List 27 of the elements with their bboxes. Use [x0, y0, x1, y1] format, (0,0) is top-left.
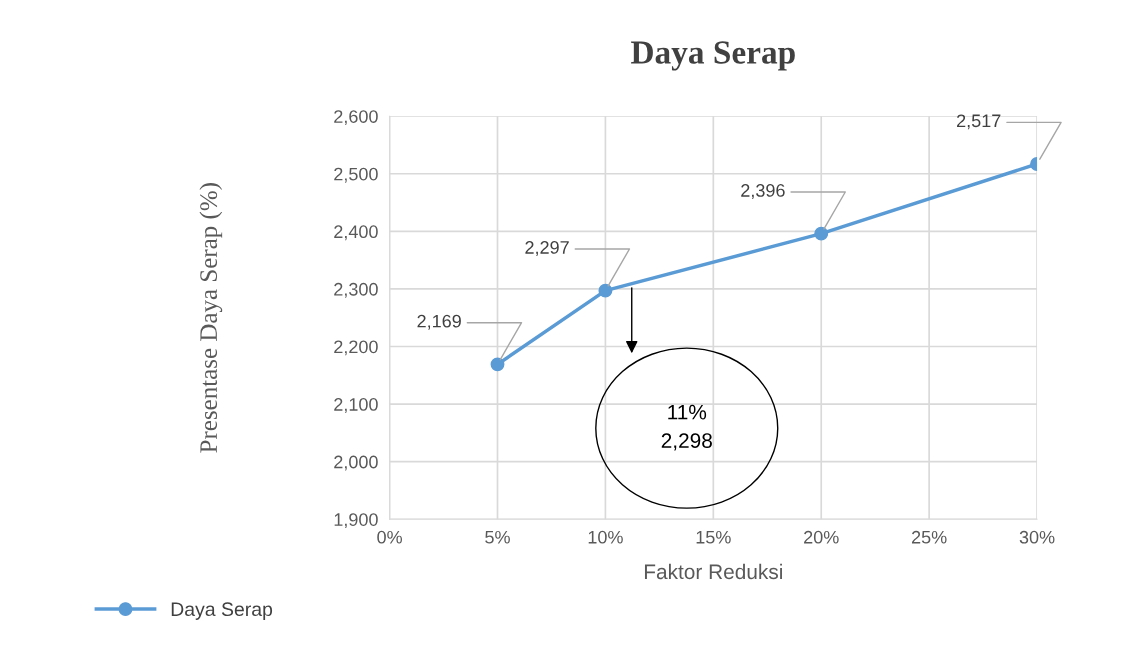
x-tick-label: 5%: [485, 530, 510, 544]
chart-title: Daya Serap: [631, 41, 795, 71]
y-tick-label: 2,200: [334, 340, 378, 356]
y-tick-label: 2,600: [334, 110, 378, 126]
point: [598, 283, 613, 298]
data-label: 2,517: [957, 114, 1001, 130]
x-tick-label: 30%: [1019, 530, 1055, 544]
x-tick-label: 10%: [588, 530, 623, 544]
y-tick-label: 1,900: [334, 513, 378, 529]
legend-label: Daya Serap: [171, 602, 273, 620]
y-tick-label: 2,300: [334, 282, 378, 298]
y-tick-label: 2,400: [334, 225, 378, 241]
x-tick-label: 0%: [377, 530, 402, 544]
data-label: 2,297: [525, 241, 569, 256]
point: [814, 226, 829, 241]
data-label: 2,169: [417, 314, 461, 330]
x-tick-label: 15%: [696, 530, 731, 544]
x-tick-label: 20%: [804, 530, 839, 544]
y-tick-label: 2,000: [334, 455, 378, 471]
annotation: 11% 2,298: [661, 404, 712, 451]
x-axis-title: Faktor Reduksi: [644, 563, 782, 580]
y-axis-title: Presentase Daya Serap (%): [199, 183, 223, 453]
x-tick-label: 25%: [911, 530, 947, 544]
data-label: 2,396: [741, 184, 785, 199]
y-tick-label: 2,100: [334, 398, 378, 413]
point: [490, 357, 505, 372]
y-tick-label: 2,500: [334, 167, 378, 183]
